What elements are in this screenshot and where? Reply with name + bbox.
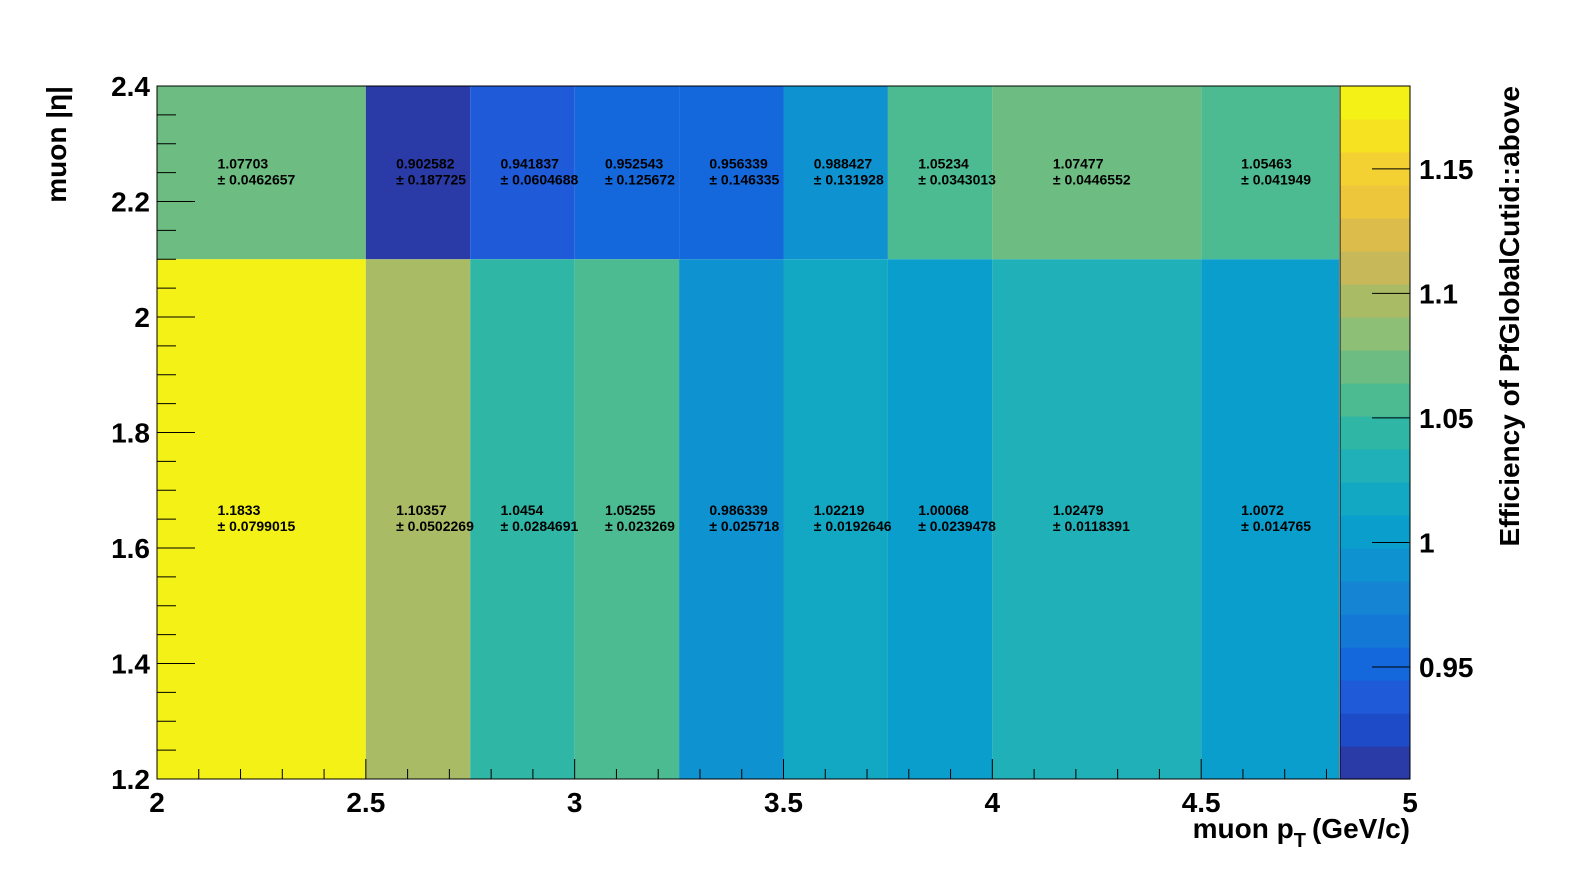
color-bar-band <box>1340 548 1410 582</box>
x-tick-label: 3.5 <box>764 787 803 818</box>
cell-value-label: 0.988427 <box>814 156 873 172</box>
cell-value-label: 1.0072 <box>1241 502 1284 518</box>
cell-value-label: 0.986339 <box>709 502 768 518</box>
x-tick-label: 2 <box>149 787 165 818</box>
cell-value-label: 0.902582 <box>396 156 455 172</box>
cell-error-label: ± 0.0118391 <box>1053 518 1130 534</box>
color-bar-band <box>1340 350 1410 384</box>
cell-error-label: ± 0.131928 <box>814 172 884 188</box>
color-bar-band <box>1340 482 1410 516</box>
cell-value-label: 1.0454 <box>501 502 544 518</box>
x-tick-label: 2.5 <box>346 787 385 818</box>
y-tick-label: 1.4 <box>111 649 150 680</box>
color-bar-band <box>1340 449 1410 483</box>
cell-value-label: 1.05255 <box>605 502 656 518</box>
y-tick-label: 2.2 <box>111 187 150 218</box>
y-axis-title: muon |η| <box>41 86 72 203</box>
y-tick-label: 2 <box>134 302 150 333</box>
color-bar-band <box>1340 185 1410 219</box>
cell-error-label: ± 0.0604688 <box>501 172 579 188</box>
color-bar-band <box>1340 713 1410 747</box>
cell-value-label: 1.00068 <box>918 502 969 518</box>
cell-error-label: ± 0.125672 <box>605 172 675 188</box>
cell-error-label: ± 0.0192646 <box>814 518 892 534</box>
color-bar <box>1340 86 1410 780</box>
z-tick-label: 0.95 <box>1419 652 1474 683</box>
y-tick-label: 2.4 <box>111 71 150 102</box>
cell-value-label: 1.02219 <box>814 502 865 518</box>
cell-value-label: 0.941837 <box>501 156 560 172</box>
color-bar-band <box>1340 647 1410 681</box>
cell-error-label: ± 0.0799015 <box>218 518 296 534</box>
cell-error-label: ± 0.0446552 <box>1053 172 1131 188</box>
color-bar-band <box>1340 614 1410 648</box>
cell-error-label: ± 0.014765 <box>1241 518 1311 534</box>
y-tick-label: 1.2 <box>111 764 150 795</box>
color-bar-band <box>1340 383 1410 417</box>
cell-error-label: ± 0.146335 <box>709 172 779 188</box>
color-bar-band <box>1340 680 1410 714</box>
cell-value-label: 1.07703 <box>218 156 269 172</box>
color-bar-band <box>1340 581 1410 615</box>
cell-error-label: ± 0.187725 <box>396 172 466 188</box>
color-bar-title: Efficiency of PfGlobalCutid::above <box>1494 86 1525 546</box>
cell-value-label: 0.952543 <box>605 156 664 172</box>
cell-error-label: ± 0.0502269 <box>396 518 474 534</box>
color-bar-band <box>1340 515 1410 549</box>
cell-error-label: ± 0.0343013 <box>918 172 996 188</box>
cell-value-label: 1.05463 <box>1241 156 1292 172</box>
heatmap-cells <box>157 86 1339 779</box>
z-tick-label: 1 <box>1419 527 1435 558</box>
color-bar-band <box>1340 284 1410 318</box>
z-tick-label: 1.1 <box>1419 278 1458 309</box>
cell-value-label: 1.05234 <box>918 156 969 172</box>
cell-error-label: ± 0.0239478 <box>918 518 996 534</box>
x-tick-label: 3 <box>567 787 583 818</box>
color-bar-band <box>1340 86 1410 120</box>
color-bar-band <box>1340 218 1410 252</box>
z-tick-label: 1.15 <box>1419 154 1474 185</box>
color-bar-band <box>1340 317 1410 351</box>
x-tick-label: 4 <box>985 787 1001 818</box>
cell-error-label: ± 0.041949 <box>1241 172 1311 188</box>
cell-error-label: ± 0.0284691 <box>501 518 579 534</box>
cell-value-label: 1.02479 <box>1053 502 1104 518</box>
cell-value-label: 1.10357 <box>396 502 447 518</box>
color-bar-band <box>1340 416 1410 450</box>
z-tick-label: 1.05 <box>1419 403 1474 434</box>
cell-value-label: 1.07477 <box>1053 156 1104 172</box>
y-tick-label: 1.6 <box>111 533 150 564</box>
color-bar-band <box>1340 251 1410 285</box>
cell-error-label: ± 0.025718 <box>709 518 779 534</box>
cell-value-label: 0.956339 <box>709 156 768 172</box>
cell-value-label: 1.1833 <box>218 502 261 518</box>
color-bar-band <box>1340 119 1410 153</box>
color-bar-band <box>1340 746 1410 780</box>
y-tick-label: 1.8 <box>111 418 150 449</box>
cell-error-label: ± 0.0462657 <box>218 172 296 188</box>
cell-error-label: ± 0.023269 <box>605 518 675 534</box>
